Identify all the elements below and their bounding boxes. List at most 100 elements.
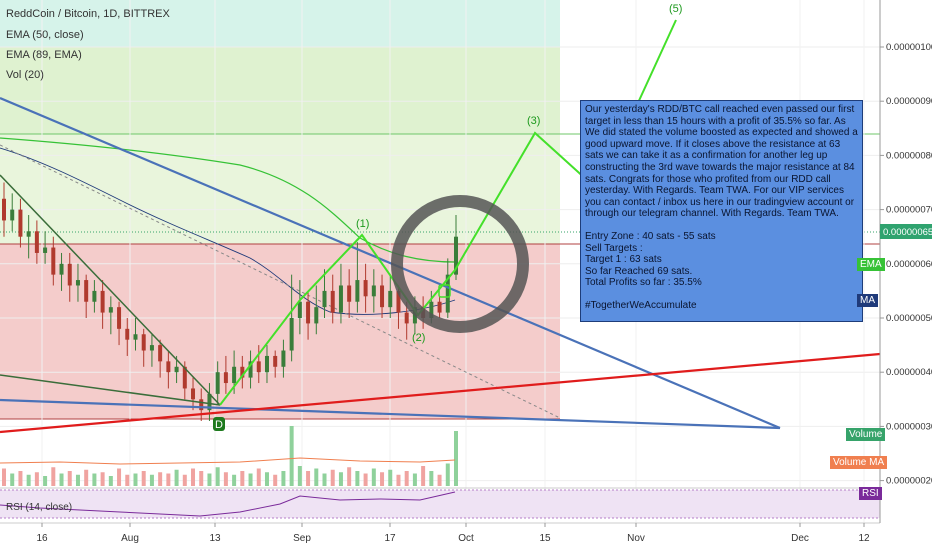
red-zone [0, 244, 560, 419]
volume-bar [306, 471, 311, 486]
candle [84, 280, 89, 302]
volume-bar [199, 471, 204, 486]
x-tick-label: 15 [539, 533, 551, 544]
top-zone [0, 0, 560, 47]
candle [174, 366, 179, 373]
volume-bar [248, 473, 253, 486]
candle [297, 301, 302, 318]
candle [445, 274, 450, 313]
volume-bar [100, 472, 105, 486]
volume-bar [371, 468, 376, 486]
x-tick-label: Oct [458, 533, 474, 544]
candle [248, 361, 253, 378]
volume-bar [347, 467, 352, 486]
ema89-legend[interactable]: EMA (89, EMA) [6, 49, 82, 61]
volume-bar [141, 471, 146, 486]
dotted-trend [0, 144, 561, 419]
note-reached: So far Reached 69 sats. [585, 265, 693, 277]
volume-bar [338, 472, 343, 486]
candle [207, 393, 212, 411]
lower-green-zone [0, 134, 560, 244]
volume-bar [404, 471, 409, 486]
candle [281, 350, 286, 367]
x-tick-label: 17 [384, 533, 396, 544]
candle [338, 285, 343, 313]
volume-bar [18, 471, 23, 486]
candle [100, 290, 105, 313]
candle [158, 345, 163, 362]
volume-bar [92, 473, 97, 486]
y-tick-label: 0.00000100 [886, 42, 932, 53]
note-entry: Entry Zone : 40 sats - 55 sats [585, 230, 716, 242]
candle [396, 290, 401, 313]
candle [191, 388, 196, 400]
note-hashtag: #TogetherWeAccumulate [585, 299, 697, 311]
green-downtrend [0, 174, 221, 406]
ma-tag: MA [857, 294, 878, 307]
note-sell: Sell Targets : [585, 242, 643, 254]
rsi-legend[interactable]: RSI (14, close) [6, 502, 73, 513]
volume-bar [59, 473, 64, 486]
volume-bar [388, 469, 393, 486]
rsi-line [0, 491, 456, 517]
candle [264, 355, 269, 373]
volume-bar [273, 474, 278, 486]
volume-bar [108, 476, 113, 486]
rsi-tag: RSI [859, 487, 882, 500]
volume-bar [125, 474, 130, 486]
ema-tag: EMA [857, 258, 885, 271]
volume-bar [215, 467, 220, 486]
candle [273, 355, 278, 367]
ema50-legend[interactable]: EMA (50, close) [6, 29, 84, 41]
volume-bar [10, 473, 15, 486]
candle [322, 290, 327, 308]
candle [75, 280, 80, 286]
candle [454, 236, 458, 275]
time-axis[interactable]: 16 Aug 13 Sep 17 Oct 15 Nov Dec 12 [36, 523, 870, 544]
volume-bar [412, 473, 417, 486]
x-tick-label: Nov [627, 533, 645, 544]
symbol-title[interactable]: ReddCoin / Bitcoin, 1D, BITTREX [6, 8, 170, 20]
candle [141, 334, 146, 351]
volume-bar [75, 474, 80, 486]
note-profits: Total Profits so far : 35.5% [585, 277, 702, 289]
volume-bar [2, 468, 6, 486]
y-tick-label: 0.00000030 [886, 421, 932, 432]
x-tick-label: 12 [858, 533, 870, 544]
price-axis[interactable]: 0.00000100 0.00000090 0.00000080 0.00000070… [880, 42, 932, 487]
x-tick-label: Aug [121, 533, 139, 544]
candle [199, 399, 204, 411]
volume-bar [289, 426, 294, 486]
candle [306, 301, 311, 324]
candle [371, 285, 376, 297]
candle [149, 345, 154, 351]
vol-legend[interactable]: Vol (20) [6, 69, 44, 81]
x-tick-label: 13 [209, 533, 221, 544]
candle [10, 209, 15, 221]
volume-bar [166, 473, 171, 486]
x-tick-label: Dec [791, 533, 809, 544]
volume-bar [223, 472, 228, 486]
red-trendline [0, 352, 881, 434]
volume-bar [314, 468, 319, 486]
candle [182, 366, 187, 389]
candle [108, 307, 113, 313]
candle [18, 209, 23, 237]
candle [289, 318, 294, 351]
candle [125, 328, 130, 340]
ema-50-line [0, 147, 456, 315]
analysis-note[interactable]: Our yesterday's RDD/BTC call reached eve… [580, 100, 863, 322]
candle [355, 280, 360, 302]
candle [240, 366, 245, 378]
volume-bar [26, 474, 31, 486]
volume-bar [84, 469, 89, 486]
candle [347, 285, 352, 302]
candle [215, 372, 220, 394]
y-tick-label: 0.00000050 [886, 313, 932, 324]
candle [51, 247, 56, 275]
wave-label-5: (5) [669, 3, 682, 15]
volume-bar [67, 471, 72, 486]
x-tick-label: 16 [36, 533, 48, 544]
volume-bars [2, 426, 458, 486]
